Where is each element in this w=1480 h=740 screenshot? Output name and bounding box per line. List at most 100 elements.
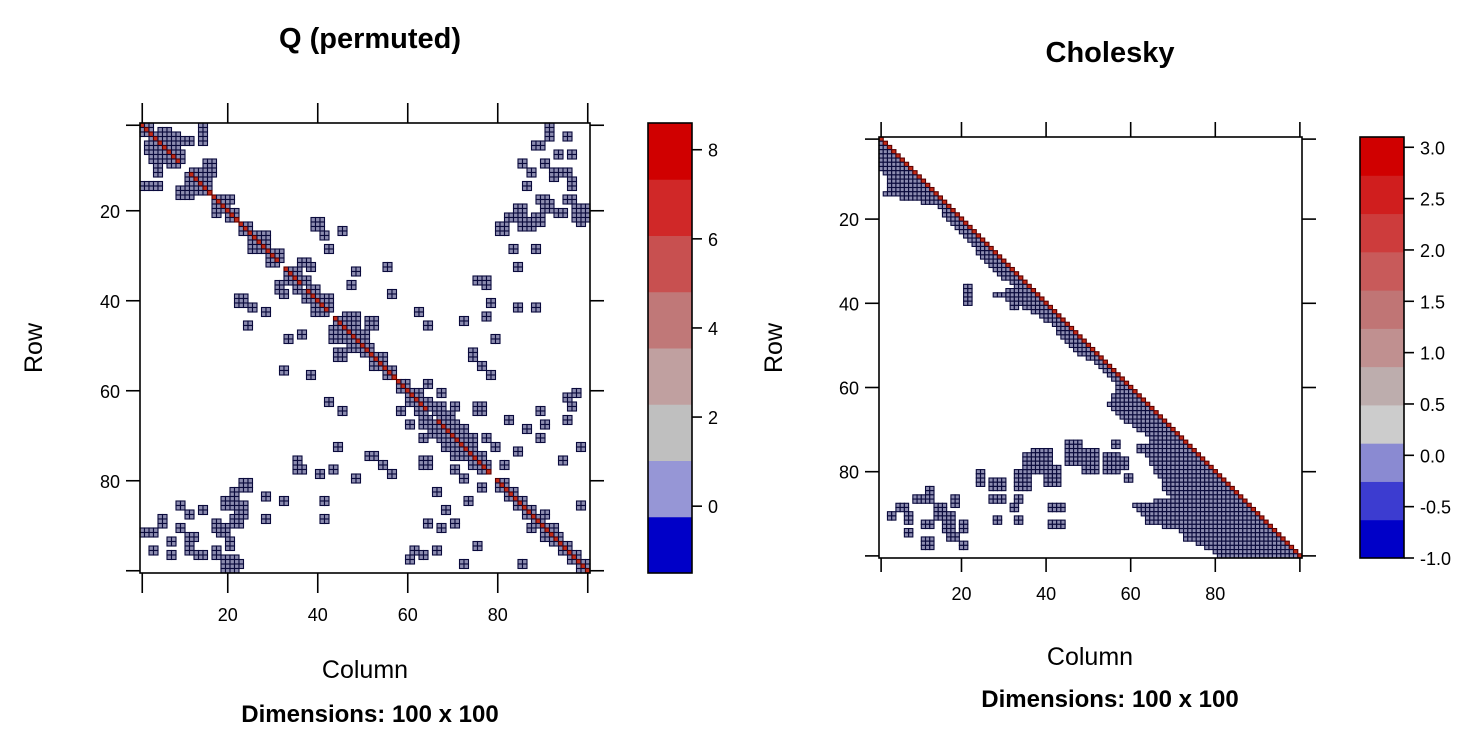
nonzero-cell (166, 540, 173, 547)
nonzero-cell (1102, 469, 1108, 475)
nonzero-cell (179, 149, 186, 156)
nonzero-cell (954, 536, 960, 542)
nonzero-cell (328, 302, 335, 309)
nonzero-cell (355, 473, 362, 480)
nonzero-cell (1157, 460, 1163, 466)
nonzero-cell (305, 257, 312, 264)
nonzero-cell (1178, 460, 1185, 466)
nonzero-cell (350, 342, 357, 349)
nonzero-cell (445, 410, 452, 417)
nonzero-cell (1077, 460, 1083, 466)
nonzero-cell (1039, 309, 1045, 315)
nonzero-cell (521, 509, 528, 516)
nonzero-cell (535, 248, 542, 255)
nonzero-cell (1187, 452, 1193, 458)
nonzero-cell (202, 162, 209, 169)
nonzero-cell (1132, 393, 1138, 399)
nonzero-cell (1144, 447, 1151, 454)
nonzero-cell (1013, 469, 1020, 475)
nonzero-cell (1191, 469, 1197, 475)
nonzero-cell (1051, 321, 1058, 327)
diagonal-cell (1034, 292, 1041, 298)
nonzero-cell (220, 563, 227, 570)
nonzero-cell (1153, 515, 1159, 521)
nonzero-cell (1229, 494, 1235, 500)
nonzero-cell (319, 230, 326, 237)
nonzero-cell (503, 464, 510, 471)
nonzero-cell (382, 369, 389, 376)
nonzero-cell (481, 459, 488, 466)
nonzero-cell (535, 221, 542, 228)
nonzero-cell (220, 522, 227, 529)
nonzero-cell (368, 342, 375, 349)
nonzero-cell (1212, 506, 1218, 513)
nonzero-cell (485, 437, 492, 444)
nonzero-cell (454, 518, 461, 525)
diagonal-cell (1119, 376, 1125, 382)
nonzero-cell (337, 338, 344, 345)
nonzero-cell (184, 189, 191, 196)
y-tick-label: 20 (100, 202, 120, 222)
nonzero-cell (328, 338, 335, 345)
nonzero-cell (377, 365, 384, 372)
diagonal-cell (548, 531, 555, 538)
nonzero-cell (1030, 296, 1037, 302)
nonzero-cell (197, 167, 204, 174)
nonzero-cell (418, 437, 425, 444)
nonzero-cell (503, 225, 510, 232)
nonzero-cell (247, 239, 254, 246)
x-tick-label: 60 (398, 605, 418, 625)
nonzero-cell (1149, 426, 1155, 433)
nonzero-cell (941, 502, 948, 509)
nonzero-cell (265, 261, 272, 268)
nonzero-cell (988, 477, 994, 483)
nonzero-cell (1056, 464, 1062, 471)
nonzero-cell (1123, 464, 1130, 471)
nonzero-cell (1098, 363, 1104, 370)
nonzero-cell (157, 144, 164, 151)
nonzero-cell (382, 261, 389, 268)
nonzero-cell (323, 297, 330, 304)
nonzero-cell (1174, 447, 1180, 454)
diagonal-cell (1102, 359, 1108, 365)
nonzero-cell (539, 423, 546, 430)
nonzero-cell (463, 455, 470, 462)
nonzero-cell (346, 347, 353, 354)
nonzero-cell (1140, 405, 1147, 412)
nonzero-cell (418, 554, 425, 561)
nonzero-cell (161, 149, 168, 156)
nonzero-cell (1111, 464, 1117, 471)
nonzero-cell (1174, 481, 1180, 487)
nonzero-cell (1208, 477, 1214, 483)
nonzero-cell (1170, 469, 1176, 475)
nonzero-cell (1254, 519, 1261, 525)
nonzero-cell (296, 270, 303, 277)
nonzero-cell (1064, 452, 1070, 458)
diagonal-cell (503, 486, 510, 493)
nonzero-cell (1208, 527, 1214, 534)
nonzero-cell (1212, 549, 1218, 555)
nonzero-cell (472, 405, 479, 412)
nonzero-cell (1144, 410, 1151, 416)
nonzero-cell (233, 513, 240, 520)
nonzero-cell (548, 126, 555, 133)
nonzero-cell (1136, 401, 1142, 407)
nonzero-cell (1250, 527, 1257, 534)
nonzero-cell (950, 515, 956, 521)
nonzero-cell (1208, 473, 1214, 479)
nonzero-cell (454, 450, 461, 457)
nonzero-cell (386, 261, 393, 268)
nonzero-cell (206, 180, 213, 187)
nonzero-cell (319, 468, 326, 475)
nonzero-cell (1115, 405, 1121, 412)
nonzero-cell (571, 401, 578, 408)
nonzero-cell (391, 468, 398, 475)
nonzero-cell (1229, 498, 1235, 504)
nonzero-cell (992, 481, 998, 487)
nonzero-cell (211, 171, 218, 178)
nonzero-cell (1166, 439, 1172, 445)
nonzero-cell (1149, 435, 1155, 441)
nonzero-cell (1187, 469, 1193, 475)
nonzero-cell (521, 500, 528, 507)
